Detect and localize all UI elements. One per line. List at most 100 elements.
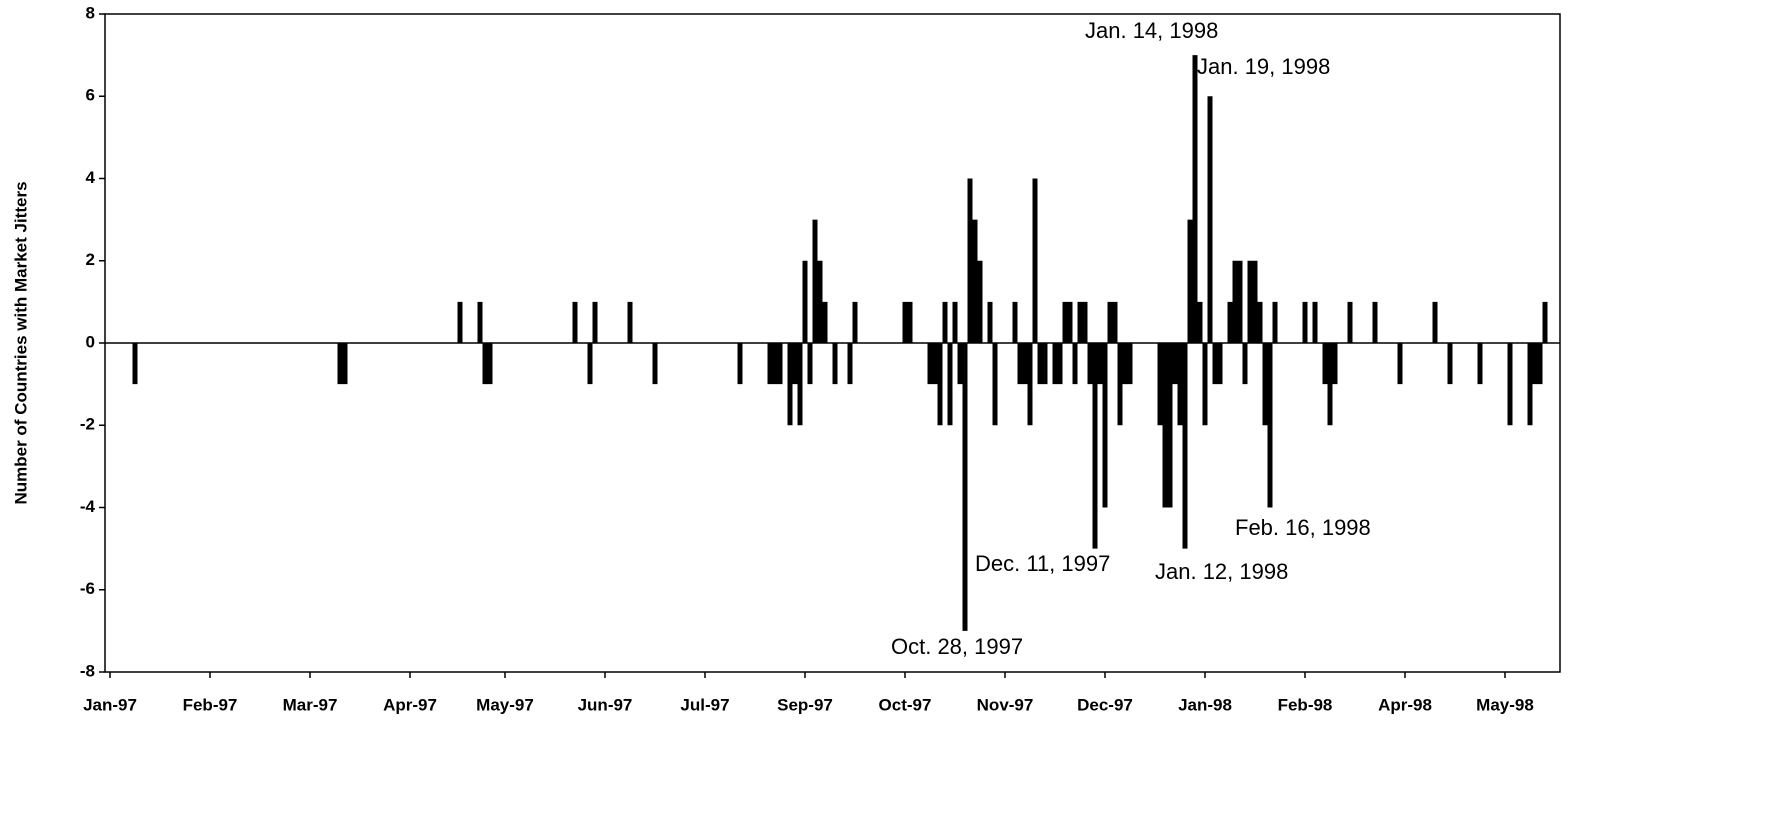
bar — [1027, 343, 1033, 426]
bar — [1212, 343, 1218, 385]
bar — [1097, 343, 1103, 385]
x-tick-label: Jun-97 — [578, 695, 633, 714]
bar — [1237, 260, 1243, 343]
y-tick-label: -6 — [80, 579, 95, 598]
bar — [1322, 343, 1328, 385]
x-tick-label: Jul-97 — [680, 695, 729, 714]
y-tick-label: 6 — [86, 86, 95, 105]
bar — [572, 301, 578, 343]
bar — [1032, 178, 1038, 343]
bar — [1312, 301, 1318, 343]
y-axis-title: Number of Countries with Market Jitters — [11, 181, 30, 504]
bar — [1177, 343, 1183, 426]
bar — [1117, 343, 1123, 426]
y-tick-label: -4 — [80, 497, 96, 516]
bar — [1082, 301, 1088, 343]
bar — [962, 343, 968, 631]
bar — [1072, 343, 1078, 385]
x-tick-label: Jan-98 — [1178, 695, 1232, 714]
bar — [1122, 343, 1128, 385]
bar — [1187, 219, 1193, 343]
bar — [1432, 301, 1438, 343]
bar — [1447, 343, 1453, 385]
annotation: Jan. 14, 1998 — [1085, 18, 1218, 43]
y-tick-label: 0 — [86, 332, 95, 351]
bar — [1157, 343, 1163, 426]
bar — [1327, 343, 1333, 426]
bar — [957, 343, 963, 385]
bar — [1477, 343, 1483, 385]
bar — [1017, 343, 1023, 385]
bar — [1107, 301, 1113, 343]
bar — [1272, 301, 1278, 343]
bar — [587, 343, 593, 385]
bar — [1217, 343, 1223, 385]
bar — [822, 301, 828, 343]
bar — [1372, 301, 1378, 343]
bar — [337, 343, 343, 385]
bar — [482, 343, 488, 385]
bar — [807, 343, 813, 385]
bar — [342, 343, 348, 385]
bar — [1527, 343, 1533, 426]
y-tick-label: -8 — [80, 661, 95, 680]
bar — [1172, 343, 1178, 385]
bar — [792, 343, 798, 385]
bar — [937, 343, 943, 426]
bar — [1077, 301, 1083, 343]
bar — [737, 343, 743, 385]
bar — [1227, 301, 1233, 343]
bar — [1207, 96, 1213, 343]
x-tick-label: Dec-97 — [1077, 695, 1133, 714]
x-tick-label: Nov-97 — [977, 695, 1034, 714]
annotation: Feb. 16, 1998 — [1235, 515, 1371, 540]
bar — [1062, 301, 1068, 343]
bar — [777, 343, 783, 385]
bar — [1197, 301, 1203, 343]
bar — [1347, 301, 1353, 343]
bar — [812, 219, 818, 343]
bar — [1232, 260, 1238, 343]
bar — [1087, 343, 1093, 385]
annotation: Jan. 12, 1998 — [1155, 559, 1288, 584]
bar — [1012, 301, 1018, 343]
bar — [787, 343, 793, 426]
bar — [967, 178, 973, 343]
bar — [487, 343, 493, 385]
bar — [457, 301, 463, 343]
bar — [652, 343, 658, 385]
x-tick-label: Oct-97 — [879, 695, 932, 714]
bar — [772, 343, 778, 385]
bar — [1257, 301, 1263, 343]
bar — [1262, 343, 1268, 426]
bar — [847, 343, 853, 385]
bar — [907, 301, 913, 343]
bar — [1302, 301, 1308, 343]
bar — [832, 343, 838, 385]
bar — [1127, 343, 1133, 385]
bar — [1167, 343, 1173, 508]
bar — [1022, 343, 1028, 385]
bar — [1332, 343, 1338, 385]
bar — [797, 343, 803, 426]
bar — [1537, 343, 1543, 385]
bar — [977, 260, 983, 343]
x-tick-label: Feb-98 — [1278, 695, 1333, 714]
bar — [1247, 260, 1253, 343]
annotation: Jan. 19, 1998 — [1197, 54, 1330, 79]
x-tick-label: Sep-97 — [777, 695, 833, 714]
y-tick-label: 4 — [86, 168, 96, 187]
x-tick-label: Apr-97 — [383, 695, 437, 714]
bar — [1092, 343, 1098, 549]
bar — [952, 301, 958, 343]
bar — [1192, 55, 1198, 343]
bar — [817, 260, 823, 343]
x-tick-label: May-98 — [1476, 695, 1534, 714]
bar — [1102, 343, 1108, 508]
bar — [902, 301, 908, 343]
bar — [992, 343, 998, 426]
bar — [1242, 343, 1248, 385]
bar — [802, 260, 808, 343]
bar — [477, 301, 483, 343]
